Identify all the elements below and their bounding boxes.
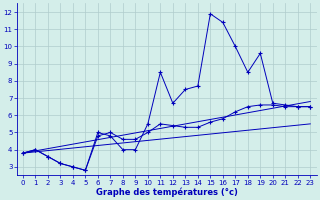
X-axis label: Graphe des températures (°c): Graphe des températures (°c) (96, 187, 237, 197)
